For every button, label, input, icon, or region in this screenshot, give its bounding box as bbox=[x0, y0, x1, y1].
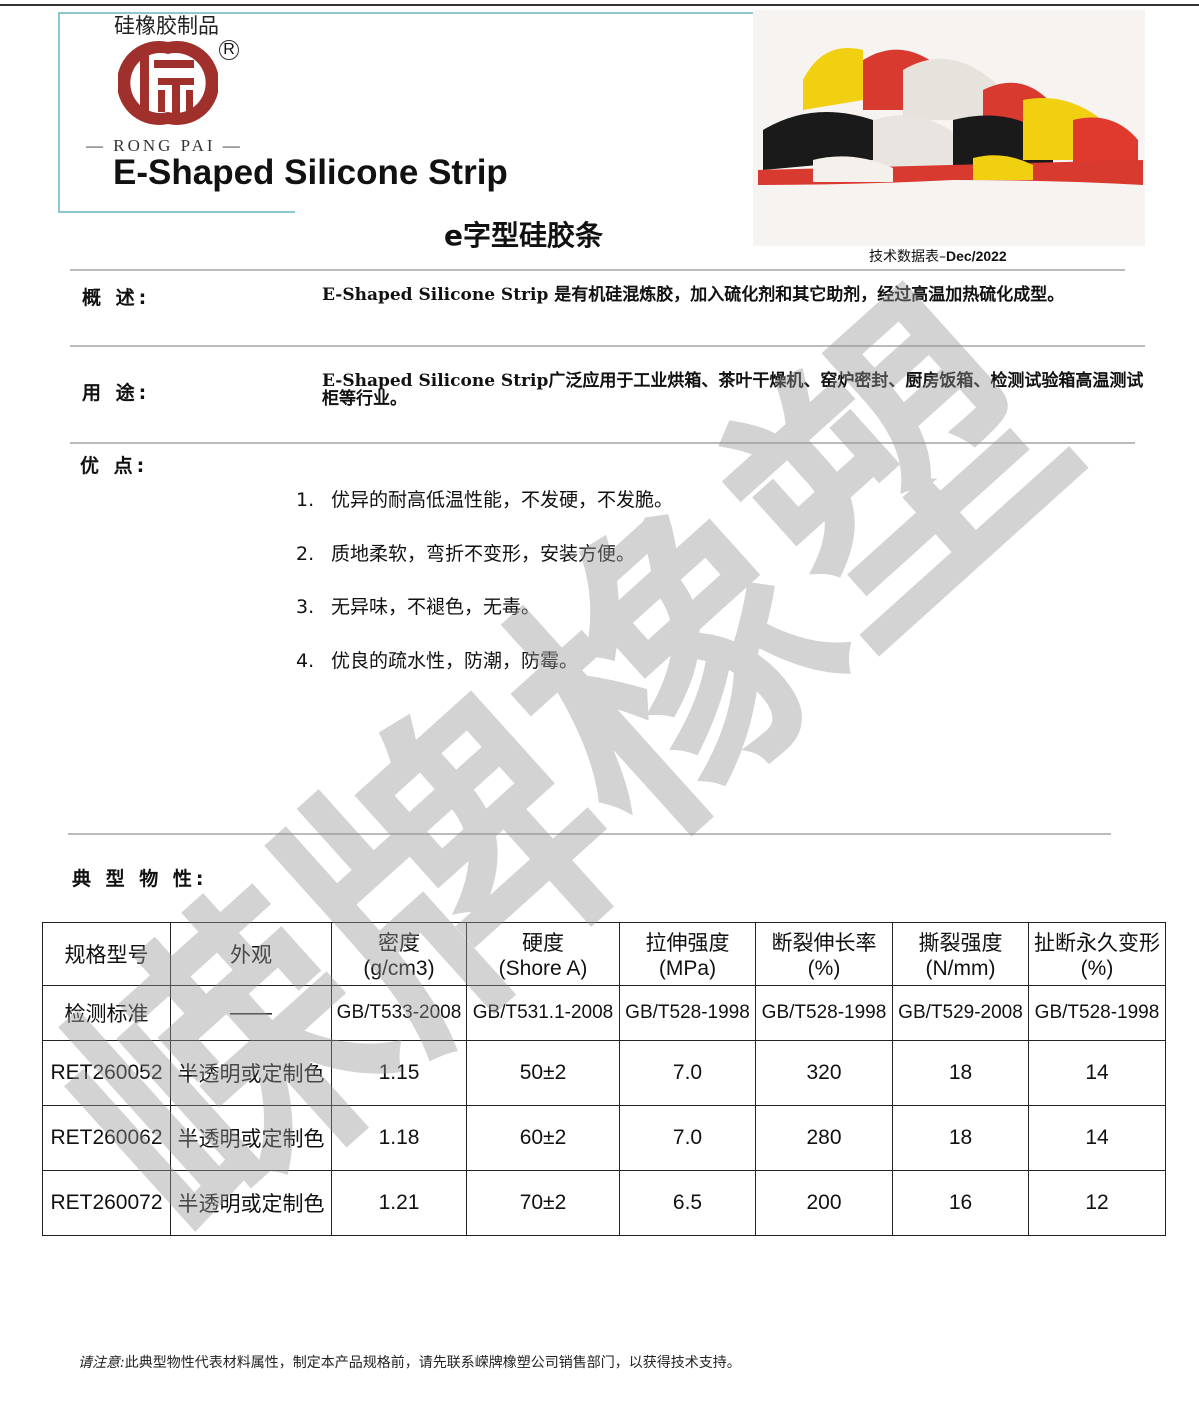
table-cell: 半透明或定制色 bbox=[170, 1105, 332, 1171]
divider bbox=[70, 269, 1125, 271]
header-frame-bottom bbox=[58, 211, 295, 213]
product-photo bbox=[753, 10, 1145, 246]
overview-text: E-Shaped Silicone Strip 是有机硅混炼胶，加入硫化剂和其它… bbox=[322, 285, 1065, 305]
table-row: RET260062 半透明或定制色 1.18 60±2 7.0 280 18 14 bbox=[42, 1105, 1166, 1171]
properties-label: 典 型 物 性: bbox=[72, 868, 208, 890]
table-cell: 6.5 bbox=[619, 1170, 756, 1236]
header-cell: 断裂伸长率 (%) bbox=[755, 922, 893, 986]
header-cell: 密度 (g/cm3) bbox=[331, 922, 467, 986]
standards-row: 检测标准 —— GB/T533-2008 GB/T531.1-2008 GB/T… bbox=[42, 985, 1166, 1041]
title-cn: e字型硅胶条 bbox=[444, 219, 603, 252]
table-cell: 检测标准 bbox=[42, 985, 171, 1041]
registered-mark: R bbox=[219, 40, 239, 60]
table-cell: 200 bbox=[755, 1170, 893, 1236]
header-cell: 规格型号 bbox=[42, 922, 171, 986]
logo-wordmark: — RONG PAI — bbox=[86, 136, 243, 155]
table-cell: 50±2 bbox=[466, 1040, 620, 1106]
table-cell: GB/T531.1-2008 bbox=[466, 985, 620, 1041]
table-header-row: 规格型号 外观 密度 (g/cm3) 硬度 (Shore A) 拉伸强度 (MPa) … bbox=[42, 922, 1166, 986]
table-cell: GB/T528-1998 bbox=[1028, 985, 1166, 1041]
table-cell: GB/T533-2008 bbox=[331, 985, 467, 1041]
advantage-item: 1. 优异的耐高低温性能，不发硬，不发脆。 bbox=[296, 489, 674, 511]
header-cell: 硬度 (Shore A) bbox=[466, 922, 620, 986]
header-frame bbox=[58, 12, 754, 213]
divider bbox=[70, 442, 1135, 444]
divider bbox=[68, 833, 1111, 835]
title-en: E-Shaped Silicone Strip bbox=[113, 153, 508, 192]
table-cell: 18 bbox=[892, 1105, 1029, 1171]
table-cell: 1.15 bbox=[331, 1040, 467, 1106]
rongpai-logo-icon bbox=[118, 41, 218, 125]
table-cell: 半透明或定制色 bbox=[170, 1040, 332, 1106]
advantage-item: 3. 无异味，不褪色，无毒。 bbox=[296, 596, 541, 618]
table-cell: 1.18 bbox=[331, 1105, 467, 1171]
table-cell: —— bbox=[170, 985, 332, 1041]
footer-note: 请注意:此典型物性代表材料属性，制定本产品规格前，请先联系嵘牌橡塑公司销售部门，… bbox=[78, 1355, 741, 1371]
table-cell: 12 bbox=[1028, 1170, 1166, 1236]
table-cell: 70±2 bbox=[466, 1170, 620, 1236]
top-rule bbox=[0, 4, 1199, 6]
advantage-item: 4. 优良的疏水性，防潮，防霉。 bbox=[296, 650, 579, 672]
table-cell: 320 bbox=[755, 1040, 893, 1106]
datasheet-date: 技术数据表–Dec/2022 bbox=[869, 248, 1007, 265]
header-cell: 撕裂强度 (N/mm) bbox=[892, 922, 1029, 986]
header-cell: 扯断永久变形 (%) bbox=[1028, 922, 1166, 986]
table-cell: 1.21 bbox=[331, 1170, 467, 1236]
brand-cn: 硅橡胶制品 bbox=[114, 14, 219, 38]
divider bbox=[70, 345, 1145, 347]
table-cell: 7.0 bbox=[619, 1105, 756, 1171]
table-cell: 半透明或定制色 bbox=[170, 1170, 332, 1236]
advantages-label: 优 点: bbox=[80, 455, 149, 477]
usage-text: E-Shaped Silicone Strip广泛应用于工业烘箱、茶叶干燥机、窑… bbox=[322, 371, 1144, 409]
usage-label: 用 途: bbox=[82, 382, 151, 404]
table-cell: 18 bbox=[892, 1040, 1029, 1106]
table-row: RET260072 半透明或定制色 1.21 70±2 6.5 200 16 12 bbox=[42, 1170, 1166, 1236]
header-cell: 外观 bbox=[170, 922, 332, 986]
header-cell: 拉伸强度 (MPa) bbox=[619, 922, 756, 986]
overview-label: 概 述: bbox=[82, 287, 151, 309]
table-cell: RET260062 bbox=[42, 1105, 171, 1171]
table-cell: 60±2 bbox=[466, 1105, 620, 1171]
table-cell: 7.0 bbox=[619, 1040, 756, 1106]
table-cell: GB/T528-1998 bbox=[619, 985, 756, 1041]
table-cell: 14 bbox=[1028, 1040, 1166, 1106]
table-row: RET260052 半透明或定制色 1.15 50±2 7.0 320 18 14 bbox=[42, 1040, 1166, 1106]
properties-table: 规格型号 外观 密度 (g/cm3) 硬度 (Shore A) 拉伸强度 (MPa) … bbox=[42, 922, 1166, 1236]
table-cell: 14 bbox=[1028, 1105, 1166, 1171]
advantage-item: 2. 质地柔软，弯折不变形，安装方便。 bbox=[296, 543, 636, 565]
table-cell: RET260052 bbox=[42, 1040, 171, 1106]
table-cell: 280 bbox=[755, 1105, 893, 1171]
table-cell: GB/T529-2008 bbox=[892, 985, 1029, 1041]
table-cell: 16 bbox=[892, 1170, 1029, 1236]
table-cell: GB/T528-1998 bbox=[755, 985, 893, 1041]
table-cell: RET260072 bbox=[42, 1170, 171, 1236]
